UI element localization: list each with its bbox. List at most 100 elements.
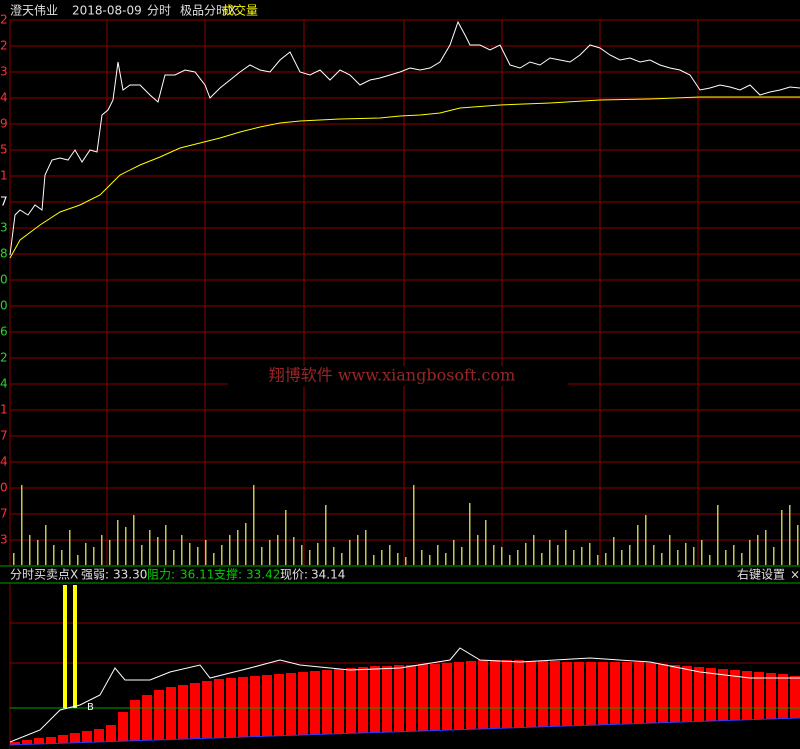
volume-bar [725,550,727,565]
volume-bar [477,535,479,565]
volume-bar [389,545,391,565]
red-bar [94,729,104,749]
red-bar [118,712,128,749]
y-tick-label: 7 [0,429,8,443]
volume-bar [269,540,271,565]
volume-bar [717,505,719,565]
close[interactable]: × [790,568,800,582]
volume-bar [501,547,503,565]
volume-bar [629,545,631,565]
volume-bar [637,525,639,565]
volume-bar [597,555,599,565]
red-bar [250,676,260,749]
volume-bar [205,540,207,565]
red-bar [478,660,488,749]
red-bar [34,738,44,749]
y-tick-label: 0 [0,299,8,313]
volume-bar [93,547,95,565]
red-bar [778,674,788,749]
watermark-bg [228,366,568,386]
red-bar [298,672,308,749]
volume-bar [781,510,783,565]
volume-bar [173,550,175,565]
red-bar [58,735,68,749]
volume-bar [261,547,263,565]
volume-bar [445,553,447,565]
red-bar [202,681,212,749]
signal-bar [63,585,67,708]
volume-bar [573,550,575,565]
volume-bar [661,553,663,565]
red-bar [430,664,440,749]
volume-bar [693,547,695,565]
volume-bar [749,540,751,565]
ind-value: 33.30 [113,568,147,582]
y-tick-label: 4 [0,377,8,391]
red-bar [754,672,764,749]
volume-bar [13,553,15,565]
ind-label: 现价: [280,568,308,582]
volume-bar [461,547,463,565]
red-bar [274,674,284,749]
y-tick-label: 3 [0,533,8,547]
volume-bar [757,535,759,565]
grid [9,19,800,749]
volume-bar [621,550,623,565]
volume-bar [381,550,383,565]
ind-value: 36.11 [180,568,214,582]
y-tick-label: 7 [0,195,8,209]
volume-label: 成交量 [222,3,258,18]
red-bar [454,662,464,749]
volume-bar [109,540,111,565]
y-tick-label: 8 [0,247,8,261]
settings[interactable]: 右键设置 [737,567,785,582]
red-bar [154,690,164,749]
volume-bar [685,543,687,565]
red-bar [394,665,404,749]
y-tick-label: 0 [0,481,8,495]
red-bar [406,665,416,749]
volume-bar [349,540,351,565]
y-tick-label: 0 [0,273,8,287]
volume-bar [317,543,319,565]
y-tick-label: 3 [0,221,8,235]
volume-bar [405,557,407,565]
volume-bar [221,545,223,565]
volume-bar [789,505,791,565]
red-bar [766,673,776,749]
volume-bar [397,553,399,565]
y-tick-label: 9 [0,117,8,131]
ind-label: 强弱: [81,568,109,582]
red-bar [550,661,560,749]
volume-bar [509,555,511,565]
y-tick-label: 4 [0,91,8,105]
y-tick-label: 1 [0,403,8,417]
indicator: 极品分时X [180,4,236,18]
volume-bar [797,525,799,565]
volume-bar [733,545,735,565]
volume-bar [669,535,671,565]
volume-bar [557,545,559,565]
y-tick-label: 2 [0,351,8,365]
volume-bar [277,535,279,565]
volume-bar [741,553,743,565]
base-wedge [10,718,800,749]
volume-bar [53,545,55,565]
volume-bar [589,543,591,565]
volume-bar [541,553,543,565]
red-bar [214,679,224,749]
y-tick-label: 3 [0,65,8,79]
red-bar [142,695,152,749]
volume-bar [301,545,303,565]
volume-bar [117,520,119,565]
line [9,96,800,259]
red-bar [334,669,344,749]
volume-bar [437,545,439,565]
volume-bar [709,555,711,565]
volume-bar [581,547,583,565]
red-bar [466,661,476,749]
volume-bar [85,543,87,565]
red-bar [586,662,596,749]
